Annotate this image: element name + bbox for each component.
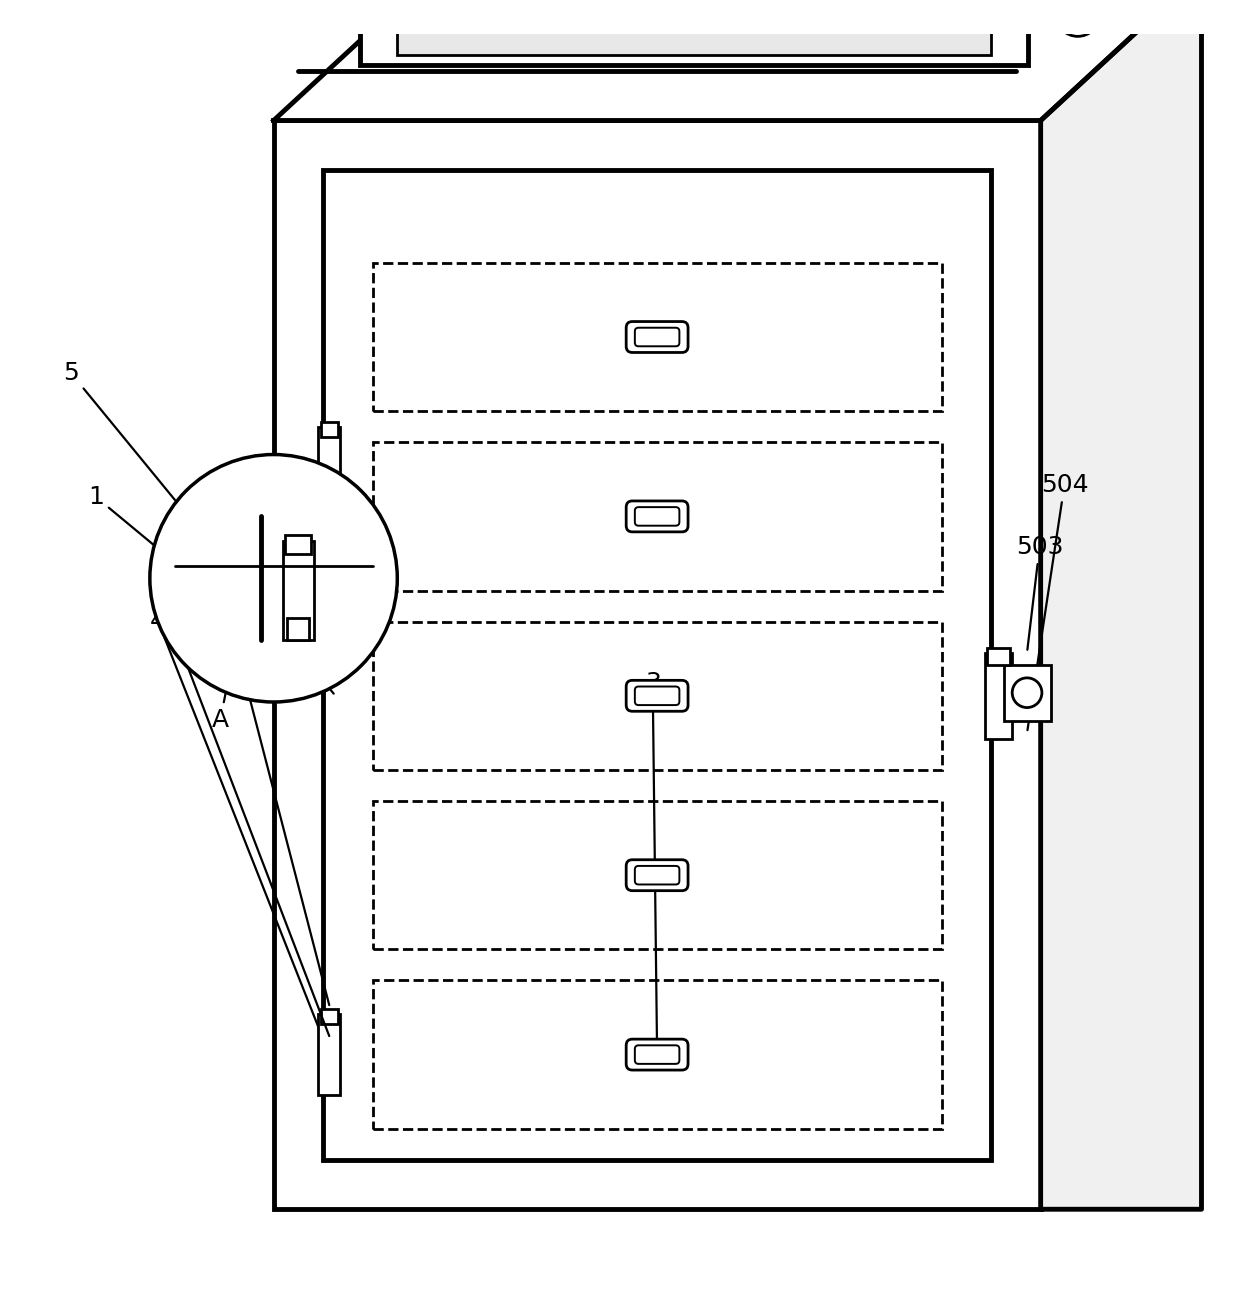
- Bar: [319, 1014, 341, 1095]
- Text: 5: 5: [63, 361, 334, 694]
- Bar: [360, 0, 1028, 65]
- Text: 3: 3: [645, 671, 661, 1052]
- Bar: [283, 542, 314, 641]
- Text: A: A: [212, 457, 273, 732]
- Bar: [274, 120, 1040, 1210]
- Bar: [985, 652, 1012, 739]
- Text: 503: 503: [1016, 535, 1064, 650]
- Bar: [372, 262, 941, 411]
- Polygon shape: [1040, 0, 1202, 1210]
- Bar: [324, 170, 991, 1160]
- Circle shape: [150, 454, 397, 702]
- Bar: [288, 617, 310, 641]
- Bar: [321, 1010, 339, 1024]
- Bar: [987, 647, 1009, 664]
- Bar: [372, 621, 941, 770]
- Text: 1: 1: [88, 485, 296, 663]
- FancyBboxPatch shape: [635, 1045, 680, 1064]
- Bar: [397, 0, 991, 55]
- FancyBboxPatch shape: [635, 328, 680, 346]
- FancyBboxPatch shape: [626, 680, 688, 711]
- FancyBboxPatch shape: [626, 321, 688, 352]
- Text: 504: 504: [1028, 472, 1089, 731]
- Polygon shape: [274, 0, 1202, 120]
- Bar: [321, 422, 339, 437]
- FancyBboxPatch shape: [626, 501, 688, 532]
- FancyBboxPatch shape: [635, 686, 680, 705]
- Bar: [372, 801, 941, 950]
- Circle shape: [1055, 0, 1100, 37]
- Bar: [299, 0, 1090, 27]
- Text: 4: 4: [150, 608, 329, 1052]
- FancyBboxPatch shape: [626, 860, 688, 891]
- Circle shape: [1012, 677, 1042, 707]
- FancyBboxPatch shape: [635, 867, 680, 885]
- Bar: [372, 980, 941, 1129]
- Bar: [1003, 664, 1050, 720]
- Circle shape: [1065, 1, 1090, 26]
- Bar: [372, 442, 941, 591]
- FancyBboxPatch shape: [626, 1039, 688, 1070]
- Bar: [319, 427, 341, 508]
- Bar: [285, 535, 311, 553]
- FancyBboxPatch shape: [635, 508, 680, 526]
